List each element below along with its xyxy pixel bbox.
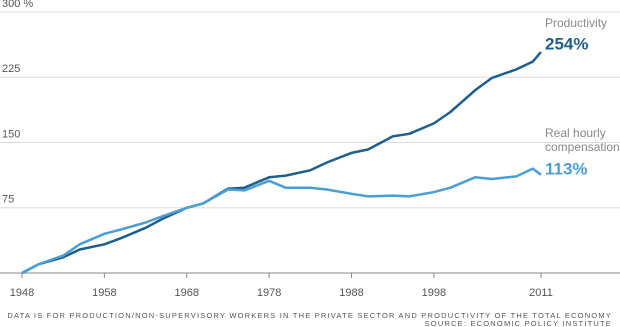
- x-tick-label: 1988: [339, 287, 363, 299]
- series-line: [21, 51, 542, 275]
- series-name: compensation: [545, 140, 620, 154]
- footnote: SOURCE: ECONOMIC POLICY INSTITUTE: [425, 319, 612, 327]
- x-tick-label: 1998: [422, 287, 446, 299]
- series-name: Productivity: [545, 16, 607, 30]
- footnote: DATA IS FOR PRODUCTION/NON-SUPERVISORY W…: [7, 311, 612, 320]
- y-tick-label: 75: [2, 194, 14, 206]
- y-tick-label: 300 %: [2, 0, 33, 10]
- series-end-label: 113%: [545, 159, 588, 178]
- y-tick-label: 225: [2, 63, 20, 75]
- x-tick-label: 1948: [10, 287, 34, 299]
- series-end-label: 254%: [545, 34, 588, 53]
- x-tick-label: 1978: [257, 287, 281, 299]
- series-line: [21, 167, 542, 275]
- y-tick-label: 150: [2, 128, 20, 140]
- series-name: Real hourly: [545, 126, 606, 140]
- x-tick-label: 1968: [175, 287, 199, 299]
- x-tick-label: 1958: [92, 287, 116, 299]
- x-tick-label: 2011: [529, 287, 553, 299]
